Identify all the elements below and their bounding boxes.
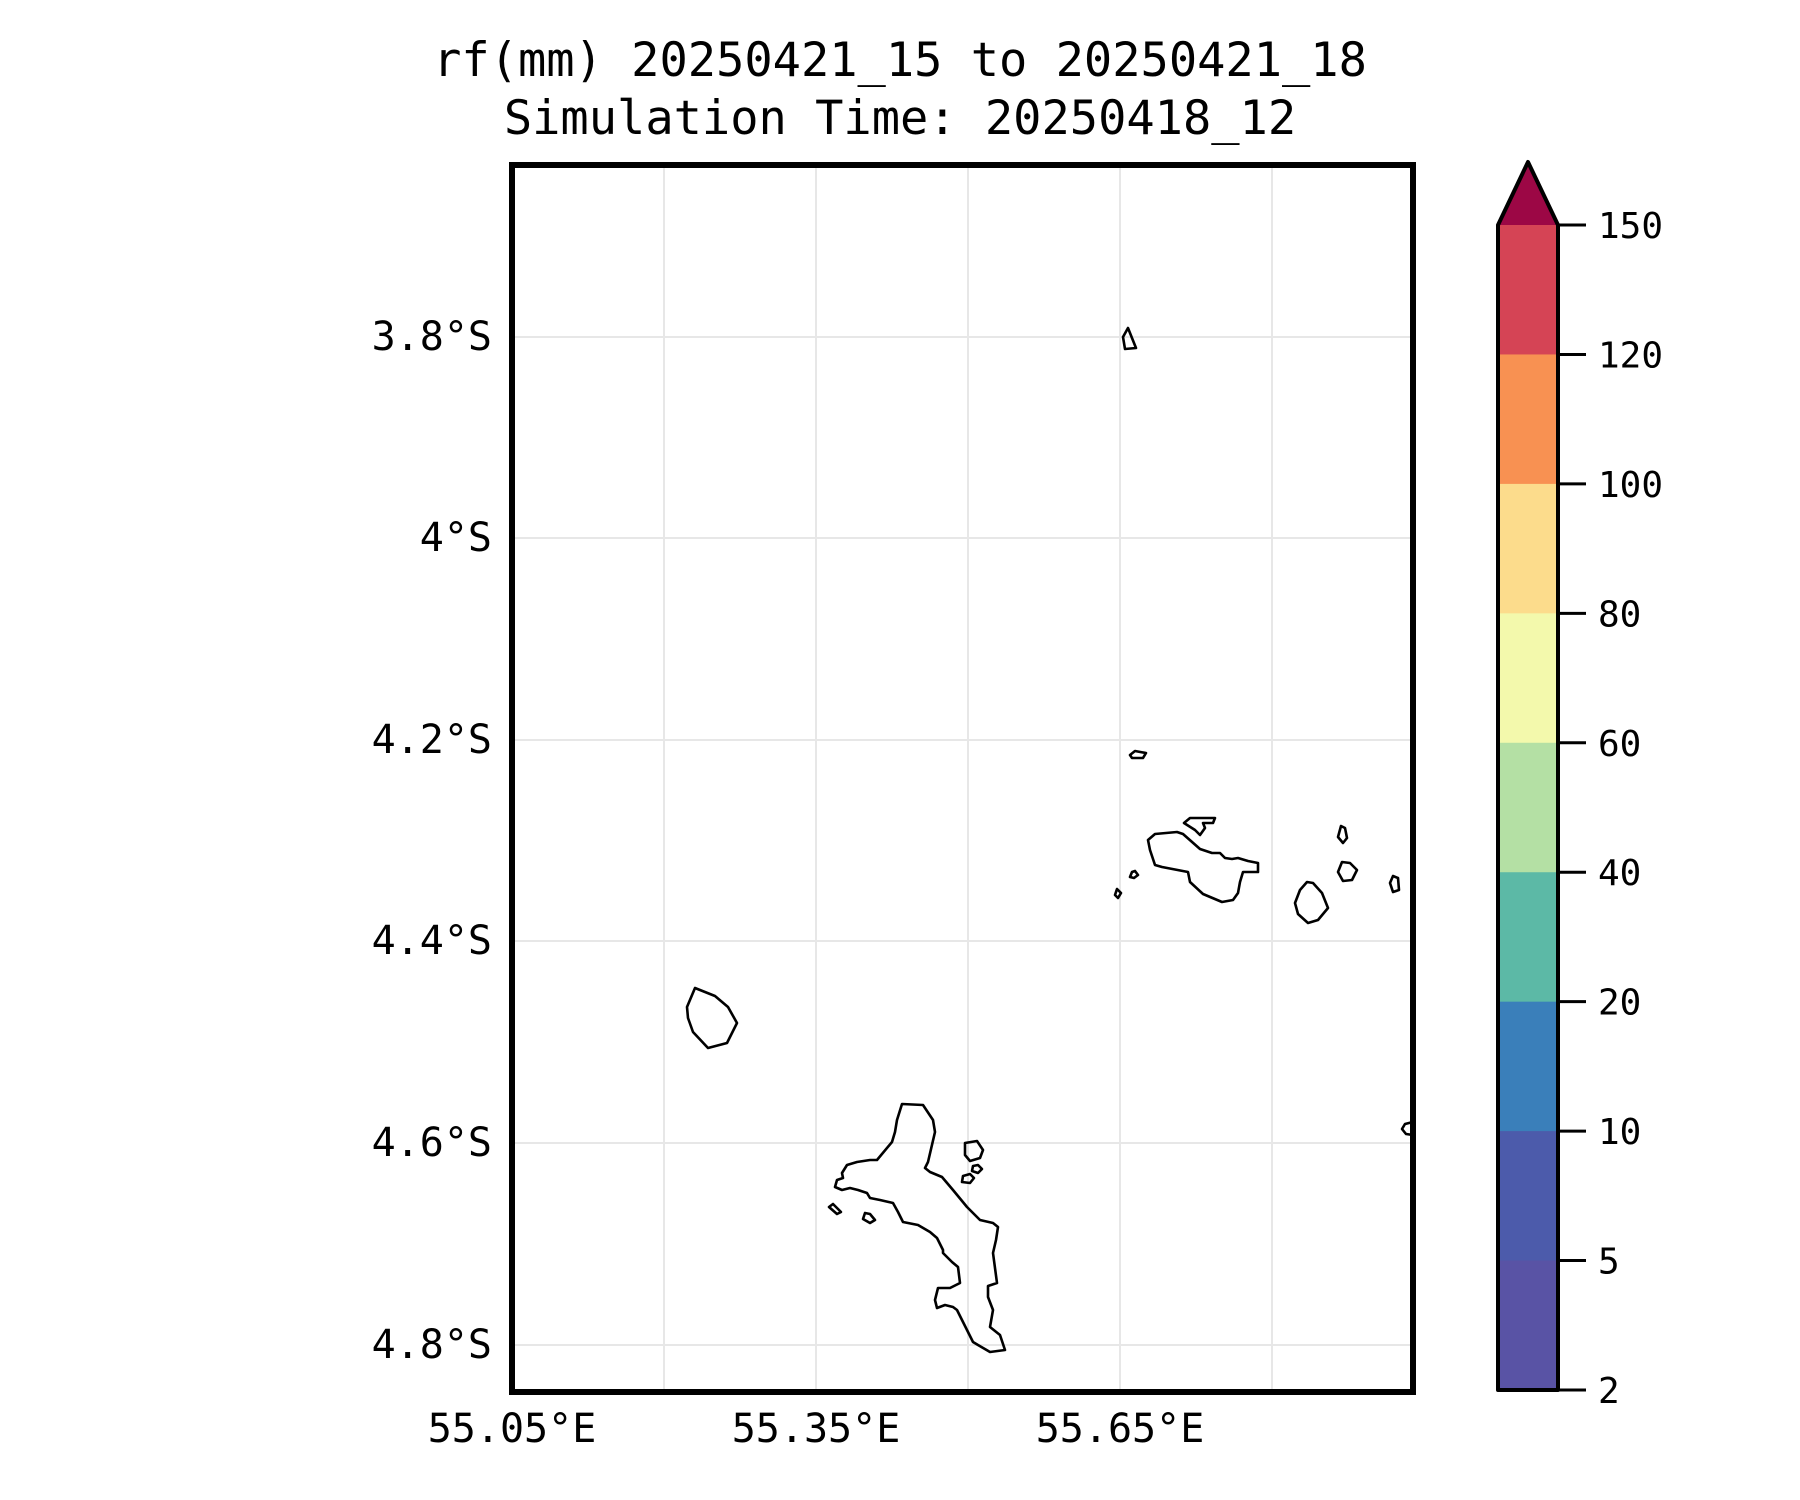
island-outline-edge-islet [1400,1120,1415,1137]
colorbar-tick-label: 120 [1598,335,1663,376]
colorbar-tick-label: 20 [1598,983,1641,1024]
island-outline-sainte-anne-3 [960,1172,976,1185]
island-outline-la-digue [1293,880,1330,925]
colorbar-segment [1498,1260,1558,1391]
y-tick-label: 4°S [419,515,492,561]
island-outline-mahe [833,1102,1007,1354]
colorbar-tick-label: 5 [1598,1242,1620,1283]
colorbar-tick-label: 2 [1598,1371,1620,1412]
plot-subtitle: Simulation Time: 20250418_12 [503,91,1297,146]
colorbar-tick-label: 80 [1598,594,1641,635]
colorbar-segment [1498,742,1558,874]
y-tick-label: 4.2°S [371,717,492,763]
plot-title: rf(mm) 20250421_15 to 20250421_18 [433,33,1367,88]
x-tick-label: 55.65°E [1035,1406,1205,1452]
y-tick-label: 4.6°S [371,1120,492,1166]
island-outline-cousin [1128,869,1140,880]
island-outline-west-islet-2 [861,1211,877,1225]
colorbar-segment [1498,225,1558,356]
island-outline-praslin [1146,830,1260,904]
y-tick-label: 3.8°S [371,314,492,360]
island-outline-curieuse [1182,816,1217,837]
colorbar-segment [1498,872,1558,1003]
colorbar-tick-label: 100 [1598,465,1663,506]
colorbar-segment [1498,483,1558,615]
island-outline-cousine [1113,887,1123,900]
island-outline-felicite [1336,860,1359,883]
island-outline-sainte-anne-1 [963,1139,985,1163]
x-tick-label: 55.35°E [731,1406,901,1452]
colorbar-segment [1498,613,1558,744]
island-outline-marianne [1336,824,1349,845]
colorbar: 150 120 100 80 60 40 20 10 5 2 [1496,160,1663,1412]
colorbar-tick-label: 150 [1598,206,1663,247]
y-tick-label: 4.4°S [371,918,492,964]
colorbar-tick-label: 40 [1598,853,1641,894]
island-outline-aride [1128,749,1148,760]
colorbar-tick-label: 10 [1598,1112,1641,1153]
island-outline-east-islet [1388,874,1401,894]
x-tick-label: 55.05°E [427,1406,597,1452]
island-outline-sainte-anne-2 [970,1163,984,1175]
colorbar-tick-label: 60 [1598,724,1641,765]
colorbar-segment [1498,354,1558,485]
colorbar-over-arrow [1498,162,1558,225]
y-tick-label: 4.8°S [371,1322,492,1368]
colorbar-segment [1498,1131,1558,1262]
map-border [509,162,1416,1395]
coastlines [685,326,1415,1354]
island-outline-north-islet [1121,326,1138,351]
colorbar-segment [1498,1001,1558,1132]
gridlines [512,165,1413,1392]
colorbar-outline [1496,160,1560,1392]
island-outline-west-islet-1 [827,1202,843,1216]
island-outline-silhouette [685,986,739,1050]
map-plot-area [509,162,1416,1395]
